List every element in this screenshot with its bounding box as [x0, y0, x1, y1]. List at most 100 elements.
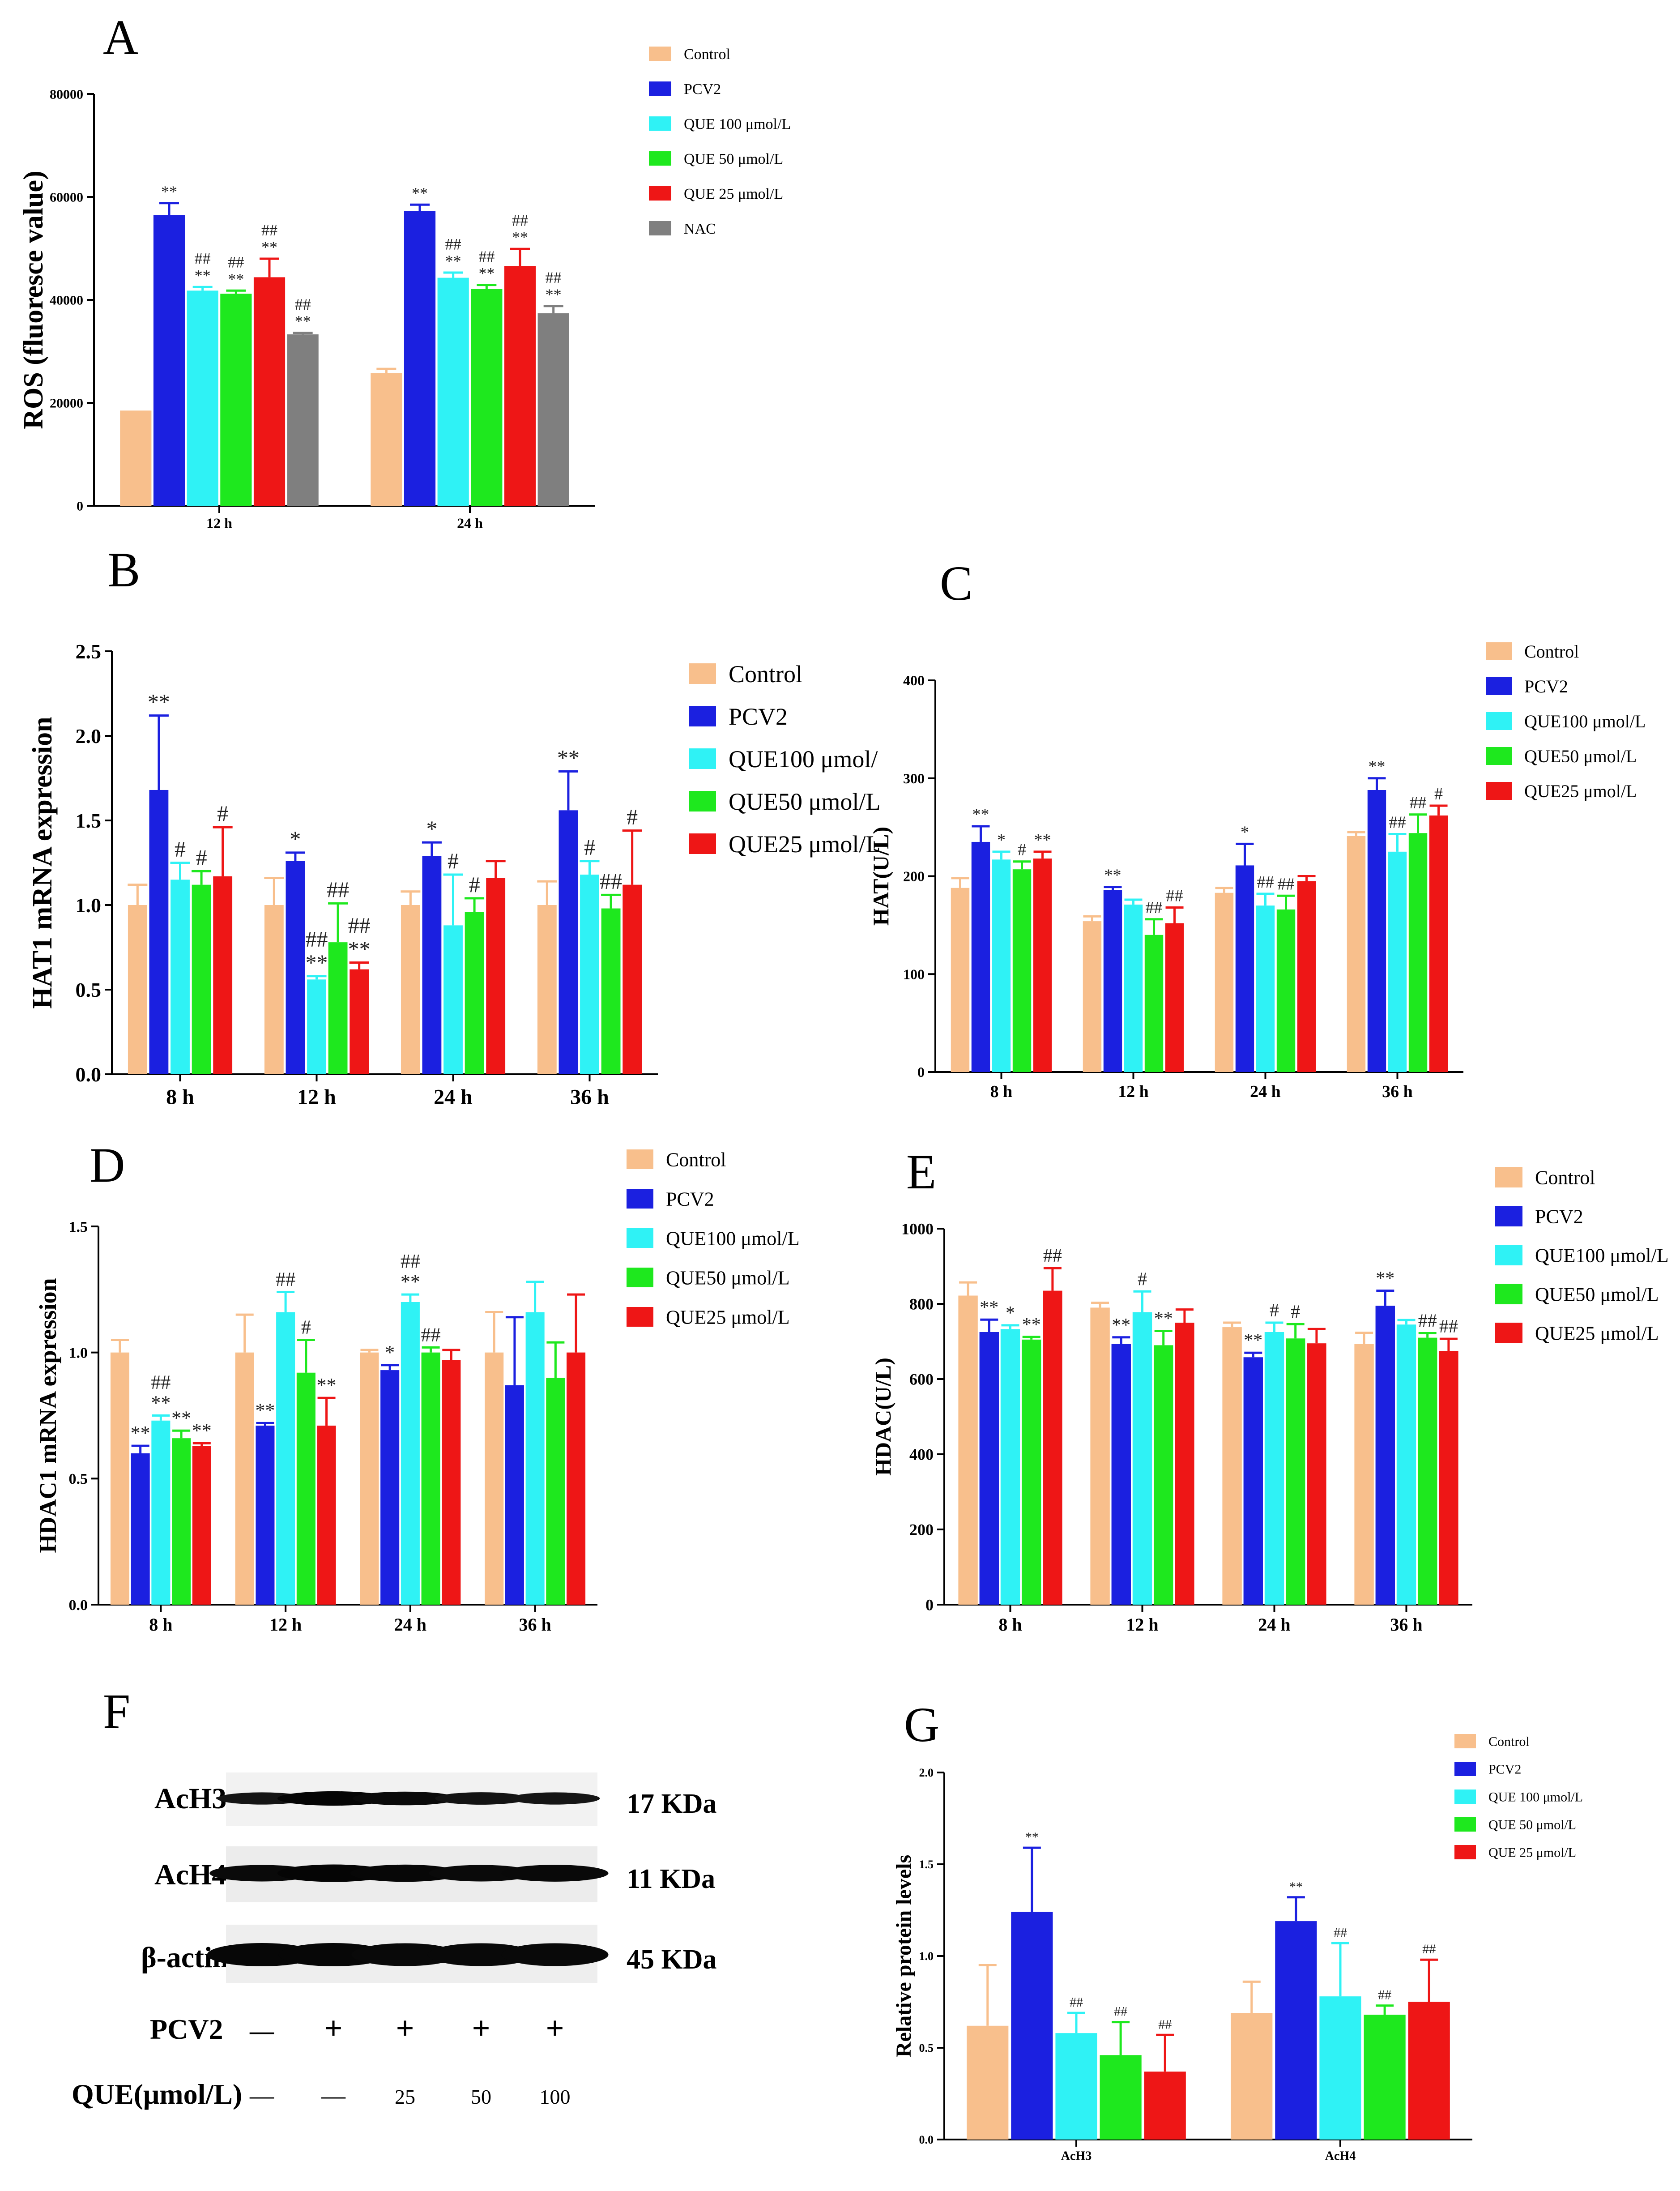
blot-size-actin: 45 KDa [627, 1944, 717, 1975]
bar-b-36-h-que100 [580, 874, 599, 1074]
bar-d-36-h-control [485, 1352, 504, 1605]
significance-label: ** [348, 936, 371, 961]
significance-label: ## [1378, 1988, 1391, 2003]
significance-label: ## [195, 249, 211, 267]
legend-swatch-a-que25 [649, 186, 671, 201]
bar-a-12-h-que25 [253, 277, 286, 506]
legend-label-d-que100: QUE100 μmol/L [666, 1227, 800, 1249]
treatment-value-que-mol-l-lane-5: 100 [540, 2085, 571, 2108]
legend-swatch-d-que100 [627, 1228, 653, 1248]
significance-label: ** [1289, 1879, 1303, 1894]
x-tick-label: 24 h [1250, 1082, 1281, 1101]
bar-e-36-h-pcv2 [1375, 1306, 1395, 1605]
bar-e-24-h-control [1222, 1327, 1242, 1605]
significance-label: ** [255, 1399, 275, 1421]
band-ach3-lane-4 [435, 1792, 527, 1805]
bar-d-8-h-que50 [172, 1438, 191, 1605]
significance-label: ## [295, 295, 311, 313]
bar-d-12-h-que100 [276, 1312, 295, 1605]
legend-label-d-control: Control [666, 1149, 726, 1170]
legend-swatch-e-pcv2 [1495, 1206, 1522, 1226]
bar-g-ach3-control [967, 2025, 1009, 2140]
x-tick-label: 12 h [269, 1614, 302, 1635]
blot-size-ach4: 11 KDa [627, 1864, 715, 1894]
legend-label-g-que25: QUE 25 μmol/L [1488, 1845, 1576, 1860]
bar-c-36-h-que100 [1388, 851, 1407, 1072]
significance-label: ## [1257, 873, 1274, 892]
bar-a-24-h-pcv2 [404, 211, 436, 506]
significance-label: # [448, 848, 459, 873]
legend-label-c-control: Control [1524, 641, 1579, 662]
x-tick-label: 24 h [1258, 1614, 1290, 1635]
y-tick-label: 2.5 [76, 640, 102, 663]
y-tick-label: 100 [903, 966, 925, 982]
significance-label: ** [557, 745, 580, 770]
band-actin-lane-4 [427, 1943, 535, 1966]
significance-label: * [426, 816, 437, 841]
bar-b-24-h-que100 [443, 925, 463, 1074]
bar-e-12-h-que25 [1175, 1323, 1194, 1605]
treatment-value-que-mol-l-lane-2: — [321, 2082, 346, 2109]
bar-e-8-h-que100 [1000, 1329, 1020, 1605]
legend-swatch-e-control [1495, 1167, 1522, 1187]
bar-c-12-h-que50 [1144, 935, 1164, 1072]
bar-a-24-h-nac [537, 313, 569, 506]
bar-a-12-h-pcv2 [153, 215, 185, 506]
bar-d-36-h-que25 [567, 1352, 586, 1605]
significance-label: ** [317, 1374, 337, 1396]
bar-e-12-h-que100 [1132, 1312, 1152, 1605]
significance-label: ** [151, 1392, 171, 1414]
bar-c-8-h-pcv2 [971, 841, 990, 1072]
legend-label-b-pcv2: PCV2 [729, 703, 788, 730]
treatment-value-pcv2-lane-5: + [546, 2010, 564, 2046]
bar-a-12-h-que50 [220, 294, 252, 506]
bar-d-12-h-que50 [296, 1372, 316, 1605]
legend-swatch-g-que25 [1454, 1845, 1476, 1859]
legend-label-b-que50: QUE50 μmol/L [729, 788, 880, 815]
bar-c-8-h-que25 [1033, 858, 1052, 1072]
bar-g-ach3-que100 [1055, 2033, 1097, 2140]
bar-c-36-h-que25 [1429, 815, 1448, 1072]
bar-b-36-h-que25 [623, 884, 642, 1074]
y-tick-label: 0 [925, 1596, 934, 1614]
legend-label-d-que50: QUE50 μmol/L [666, 1267, 790, 1289]
significance-label: ** [148, 689, 170, 714]
bar-d-24-h-que25 [442, 1360, 461, 1605]
bar-d-8-h-que100 [151, 1420, 171, 1605]
panel-letter-e: E [906, 1145, 936, 1199]
significance-label: ** [1025, 1830, 1039, 1845]
legend-label-b-que25: QUE25 μmol/L [729, 831, 880, 858]
x-tick-label: AcH3 [1061, 2149, 1092, 2163]
bar-e-8-h-control [958, 1295, 978, 1605]
significance-label: # [1270, 1300, 1279, 1321]
significance-label: * [290, 826, 301, 851]
y-tick-label: 1.0 [76, 894, 102, 917]
significance-label: # [217, 801, 228, 826]
significance-label: ** [171, 1407, 191, 1429]
bar-d-24-h-control [360, 1352, 379, 1605]
significance-label: ** [192, 1419, 212, 1441]
y-axis-title-g: Relative protein levels [892, 1855, 916, 2057]
blot-bands [207, 1791, 609, 1966]
y-tick-label: 0 [77, 499, 83, 514]
x-tick-label: 24 h [394, 1614, 426, 1635]
significance-label: ## [151, 1371, 171, 1393]
significance-label: ## [1334, 1925, 1347, 1940]
legend-swatch-a-nac [649, 221, 671, 235]
y-tick-label: 300 [903, 770, 925, 786]
significance-label: ** [445, 252, 461, 270]
y-tick-label: 80000 [50, 87, 83, 102]
bar-b-12-h-control [264, 905, 284, 1074]
treatment-value-que-mol-l-lane-4: 50 [471, 2085, 491, 2108]
y-tick-label: 1.0 [919, 1950, 934, 1963]
bar-g-ach4-que25 [1408, 2002, 1450, 2140]
significance-label: ** [1376, 1268, 1394, 1289]
bar-e-24-h-que50 [1285, 1338, 1305, 1605]
bar-g-ach4-pcv2 [1275, 1921, 1317, 2140]
legend-swatch-b-que100 [689, 748, 716, 769]
significance-label: ** [131, 1422, 150, 1444]
y-axis-title-a: ROS (fluoresce value) [18, 171, 49, 429]
bar-a-24-h-que25 [504, 266, 536, 506]
legend-swatch-e-que50 [1495, 1284, 1522, 1304]
